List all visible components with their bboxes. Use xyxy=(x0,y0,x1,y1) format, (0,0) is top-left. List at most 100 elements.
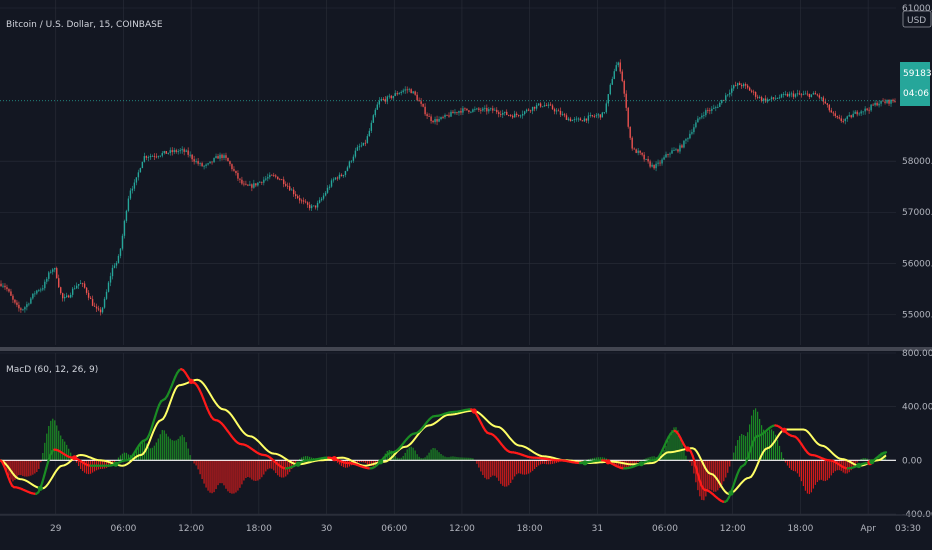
candle-body xyxy=(512,115,514,118)
candle-body xyxy=(384,99,386,102)
candle-body xyxy=(784,93,787,95)
candle-body xyxy=(167,152,169,154)
candle-body xyxy=(488,109,490,112)
candle-body xyxy=(62,293,64,299)
price-axis[interactable]: 61000.00 58000.00 57000.00 56000.00 55000.00 xyxy=(896,0,932,346)
candle-body xyxy=(42,288,44,290)
candle-body xyxy=(446,114,448,116)
candle-body xyxy=(547,104,550,106)
candle-body xyxy=(820,97,823,99)
candle-body xyxy=(450,111,452,117)
candle-body xyxy=(20,308,22,310)
candle-body xyxy=(376,104,379,110)
crossover-marker xyxy=(638,461,644,467)
candle-body xyxy=(804,93,807,95)
candle-body xyxy=(695,122,697,128)
candle-body xyxy=(808,93,811,98)
candle-body xyxy=(663,157,665,160)
candle-body xyxy=(279,179,281,181)
candle-body xyxy=(402,90,404,92)
main-legend-title[interactable]: Bitcoin / U.S. Dollar, 15, COINBASE xyxy=(6,20,163,30)
candle-body xyxy=(750,90,753,92)
candle-body xyxy=(135,177,138,183)
candle-body xyxy=(828,104,830,111)
candle-body xyxy=(111,267,114,277)
candle-body xyxy=(496,109,498,113)
candle-body xyxy=(601,112,604,118)
candle-body xyxy=(780,94,783,98)
candle-body xyxy=(115,262,118,266)
candle-body xyxy=(75,285,78,289)
indicator-axis-label: 0.00 xyxy=(902,456,922,466)
candle-body xyxy=(275,175,277,177)
candle-body xyxy=(71,288,74,295)
candle-body xyxy=(794,94,797,97)
candle-body xyxy=(233,169,235,171)
candle-body xyxy=(647,158,649,162)
candle-body xyxy=(746,85,749,88)
candle-body xyxy=(474,109,476,110)
candle-body xyxy=(613,71,615,79)
candle-body xyxy=(599,114,602,118)
candle-body xyxy=(870,104,872,111)
candle-body xyxy=(752,91,755,93)
currency-button[interactable] xyxy=(902,10,932,28)
pane-separator[interactable] xyxy=(0,347,932,351)
candle-body xyxy=(852,113,854,118)
candle-body xyxy=(458,111,460,113)
candle-body xyxy=(772,97,775,99)
price-axis-label: 61000.00 xyxy=(902,4,932,14)
candle-body xyxy=(438,119,440,122)
candle-body xyxy=(635,149,637,153)
candle-body xyxy=(16,302,18,305)
candle-body xyxy=(768,99,771,101)
candle-body xyxy=(187,150,189,155)
candle-body xyxy=(874,102,876,106)
price-axis-label: 58000.00 xyxy=(902,157,932,167)
candle-body xyxy=(637,150,639,153)
candle-body xyxy=(101,307,104,313)
price-axis-label: 55000.00 xyxy=(902,310,932,320)
candle-body xyxy=(876,102,878,106)
candle-body xyxy=(121,235,124,249)
candle-body xyxy=(77,283,80,286)
candle-body xyxy=(334,177,337,180)
candle-body xyxy=(79,283,82,285)
candle-body xyxy=(621,71,623,81)
candle-body xyxy=(559,110,562,115)
candle-body xyxy=(322,195,325,199)
crossover-marker xyxy=(728,490,734,496)
time-axis[interactable]: 29 06:00 12:00 18:00 30 06:00 12:00 18:00 31 06:0… xyxy=(50,524,921,534)
candle-body xyxy=(866,108,868,110)
candle-body xyxy=(448,115,450,117)
candle-body xyxy=(770,97,773,100)
crossover-marker xyxy=(471,408,477,414)
currency-button-label: USD xyxy=(907,16,926,26)
candle-body xyxy=(95,306,98,309)
candle-body xyxy=(838,117,840,119)
candle-body xyxy=(723,99,725,101)
candle-body xyxy=(806,93,809,95)
candle-body xyxy=(776,98,779,99)
candle-body xyxy=(470,111,472,113)
candle-body xyxy=(139,168,142,173)
candle-body xyxy=(241,179,243,184)
candle-body xyxy=(259,181,261,183)
crossover-marker xyxy=(869,459,875,465)
candle-body xyxy=(517,115,520,116)
indicator-legend-title[interactable]: MacD (60, 12, 26, 9) xyxy=(6,365,98,375)
candle-body xyxy=(56,268,58,279)
candle-body xyxy=(545,105,548,106)
candle-body xyxy=(884,101,886,103)
candle-body xyxy=(729,92,731,95)
candle-body xyxy=(703,115,705,116)
crossover-marker xyxy=(582,460,588,466)
candle-body xyxy=(575,118,578,120)
candle-body xyxy=(147,157,150,158)
candle-body xyxy=(195,161,197,162)
candle-body xyxy=(312,205,315,207)
last-price-badge xyxy=(900,62,930,106)
candle-body xyxy=(531,106,534,111)
